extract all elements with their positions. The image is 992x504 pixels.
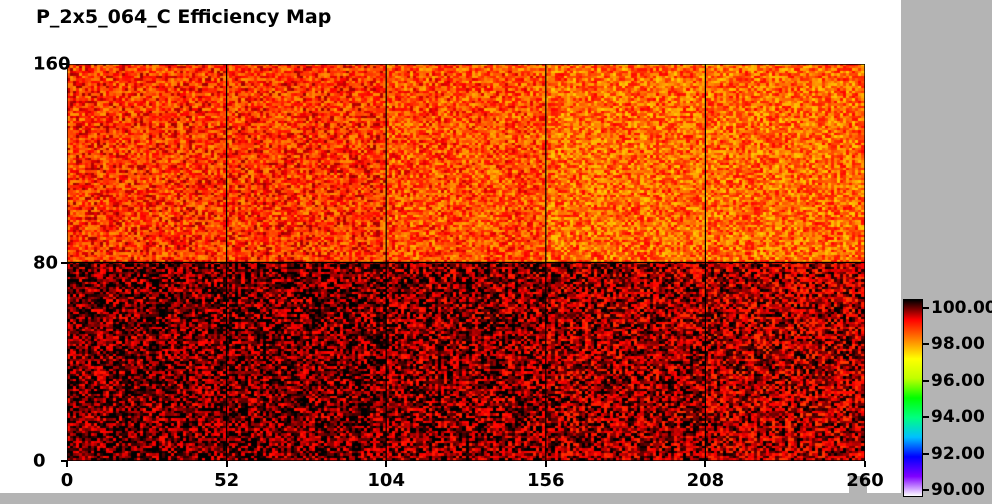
colorbar-tick-label: 92.00 [931,443,985,464]
x-tick-label: 104 [367,470,405,491]
chart-title: P_2x5_064_C Efficiency Map [36,6,332,28]
colorbar-tick-mark [923,489,929,491]
colorbar-tick-label: 98.00 [931,334,985,355]
y-tick-label: 0 [33,450,46,472]
x-tick-mark [66,461,68,467]
x-tick-mark [704,461,707,467]
scroll-corner-button[interactable] [849,476,867,498]
x-tick-mark [225,461,228,467]
x-tick-mark [385,461,388,467]
colorbar-tick-label: 100.00 [931,298,992,318]
colorbar-tick-mark [923,343,929,346]
module-grid [67,64,865,461]
heatmap-plot-area [67,64,865,461]
x-tick-label: 0 [60,470,74,491]
x-tick-label: 52 [214,470,240,491]
y-tick-label: 160 [33,53,71,75]
x-tick-label: 156 [527,470,565,491]
colorbar [903,299,923,497]
x-tick-mark [864,461,866,467]
colorbar-tick-label: 96.00 [931,370,985,391]
bottom-scrollbar[interactable] [0,493,901,504]
y-tick-label: 80 [33,252,59,273]
colorbar-tick-mark [923,452,929,455]
y-tick-mark [61,460,67,462]
colorbar-tick-mark [923,379,929,382]
colorbar-tick-label: 94.00 [931,407,985,428]
x-tick-label: 208 [686,470,725,491]
y-tick-mark [61,261,67,264]
colorbar-tick-mark [923,307,929,309]
x-tick-mark [544,461,547,467]
colorbar-tick-label: 90.00 [931,480,985,500]
y-tick-mark [61,63,67,65]
x-tick-label: 260 [846,470,884,491]
colorbar-tick-mark [923,416,929,419]
